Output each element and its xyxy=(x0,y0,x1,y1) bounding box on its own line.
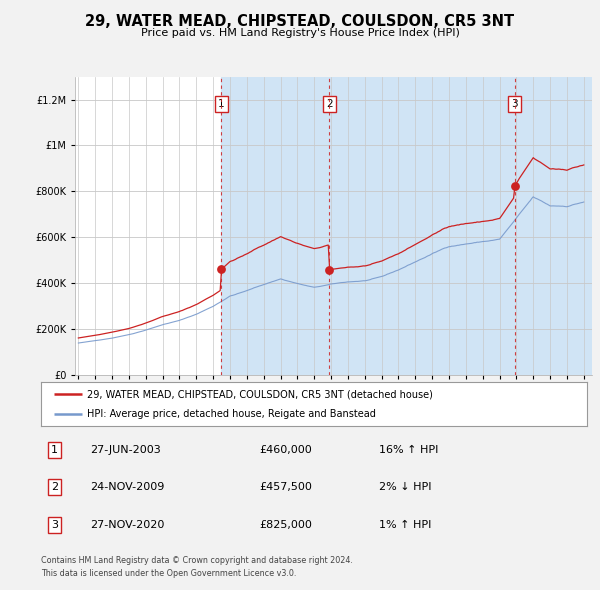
Bar xyxy=(221,77,329,375)
Text: Contains HM Land Registry data © Crown copyright and database right 2024.: Contains HM Land Registry data © Crown c… xyxy=(41,556,353,565)
Text: 2: 2 xyxy=(326,99,333,109)
Bar xyxy=(75,77,221,375)
Text: 1: 1 xyxy=(51,445,58,455)
Text: 2% ↓ HPI: 2% ↓ HPI xyxy=(379,483,432,492)
Bar xyxy=(515,77,592,375)
Text: 27-NOV-2020: 27-NOV-2020 xyxy=(90,520,164,530)
Text: 2: 2 xyxy=(51,483,58,492)
Point xyxy=(510,181,520,191)
Text: 1% ↑ HPI: 1% ↑ HPI xyxy=(379,520,431,530)
Text: 24-NOV-2009: 24-NOV-2009 xyxy=(90,483,164,492)
Text: 29, WATER MEAD, CHIPSTEAD, COULSDON, CR5 3NT (detached house): 29, WATER MEAD, CHIPSTEAD, COULSDON, CR5… xyxy=(87,389,433,399)
Point xyxy=(217,264,226,274)
Text: £457,500: £457,500 xyxy=(259,483,312,492)
Text: 27-JUN-2003: 27-JUN-2003 xyxy=(90,445,161,455)
Text: Price paid vs. HM Land Registry's House Price Index (HPI): Price paid vs. HM Land Registry's House … xyxy=(140,28,460,38)
Text: £825,000: £825,000 xyxy=(259,520,312,530)
Text: 1: 1 xyxy=(218,99,225,109)
Bar xyxy=(329,77,515,375)
Text: 3: 3 xyxy=(51,520,58,530)
Text: 3: 3 xyxy=(511,99,518,109)
Text: HPI: Average price, detached house, Reigate and Banstead: HPI: Average price, detached house, Reig… xyxy=(87,409,376,419)
Text: £460,000: £460,000 xyxy=(259,445,312,455)
Point xyxy=(325,265,334,274)
Text: 16% ↑ HPI: 16% ↑ HPI xyxy=(379,445,439,455)
Text: This data is licensed under the Open Government Licence v3.0.: This data is licensed under the Open Gov… xyxy=(41,569,296,578)
Text: 29, WATER MEAD, CHIPSTEAD, COULSDON, CR5 3NT: 29, WATER MEAD, CHIPSTEAD, COULSDON, CR5… xyxy=(85,14,515,29)
